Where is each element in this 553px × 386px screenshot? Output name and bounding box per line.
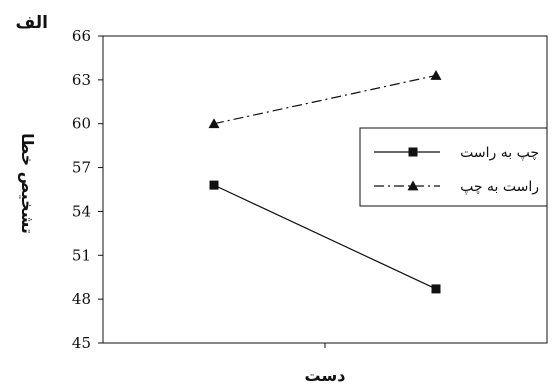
legend-box bbox=[359, 127, 548, 207]
data-point bbox=[431, 284, 441, 294]
legend-entry: چپ به راست bbox=[374, 145, 539, 161]
y-tick-label: 45 bbox=[72, 334, 91, 352]
legend-entry: راست به چپ bbox=[374, 179, 539, 195]
y-tick-label: 60 bbox=[72, 115, 91, 133]
legend-marker bbox=[408, 147, 418, 157]
series-line bbox=[213, 184, 437, 290]
data-point bbox=[430, 69, 442, 80]
series-group bbox=[208, 69, 442, 294]
legend: چپ به راست راست به چپ bbox=[359, 127, 548, 207]
y-tick-label: 54 bbox=[72, 202, 91, 220]
legend-marker bbox=[407, 180, 419, 191]
series-line bbox=[213, 74, 437, 125]
y-axis: 45 48 51 54 57 60 63 66 bbox=[72, 27, 103, 352]
x-axis-title: دست bbox=[305, 366, 346, 385]
panel-label: الف bbox=[16, 13, 48, 33]
data-point bbox=[208, 118, 220, 129]
y-axis-title: تشخیص خطا bbox=[18, 133, 37, 234]
legend-label: راست به چپ bbox=[460, 179, 539, 195]
y-tick-label: 57 bbox=[72, 159, 91, 177]
y-tick-label: 63 bbox=[72, 71, 91, 89]
data-point bbox=[209, 180, 219, 190]
legend-label: چپ به راست bbox=[460, 145, 539, 161]
y-tick-label: 48 bbox=[72, 290, 91, 308]
y-tick-label: 51 bbox=[72, 246, 91, 264]
y-tick-label: 66 bbox=[72, 27, 91, 45]
series-1 bbox=[209, 180, 441, 294]
series-2 bbox=[208, 69, 442, 129]
